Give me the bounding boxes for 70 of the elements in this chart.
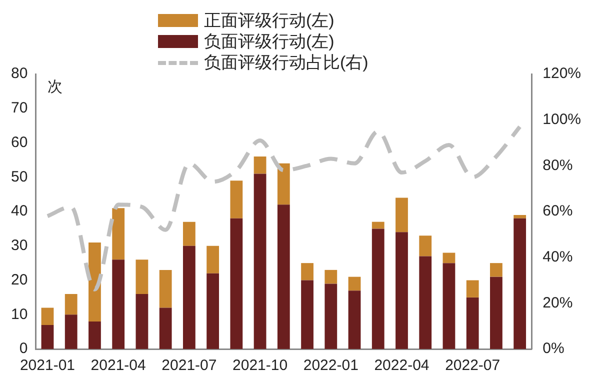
bar: [206, 273, 220, 349]
y2-tick-label: 120%: [542, 65, 582, 82]
bar: [88, 322, 101, 349]
bar: [254, 174, 266, 349]
bar: [277, 204, 290, 349]
bar: [348, 290, 361, 349]
legend-label: 正面评级行动(左): [204, 10, 334, 32]
bar: [230, 218, 243, 349]
bar: [301, 280, 314, 349]
bar: [324, 270, 338, 284]
bar: [490, 263, 502, 277]
bar: [64, 314, 78, 349]
bar: [324, 284, 338, 349]
y2-tick-label: 40%: [542, 248, 573, 266]
bar: [372, 228, 384, 349]
y2-tick-label: 20%: [542, 294, 573, 312]
bar: [136, 260, 148, 294]
y-tick-label: 50: [10, 168, 28, 186]
y-tick-label: 20: [10, 271, 28, 288]
y-tick-label: 30: [10, 237, 28, 254]
bar: [64, 294, 78, 315]
y-tick-label: 0: [19, 340, 28, 358]
y-tick-label: 40: [10, 202, 28, 220]
bar: [514, 218, 526, 349]
legend-label: 负面评级行动占比(右): [204, 52, 368, 74]
y2-tick-label: 80%: [542, 156, 573, 174]
bar: [182, 246, 196, 349]
bar: [41, 308, 54, 325]
x-tick-label: 2021-01: [20, 357, 76, 374]
line-series: [45, 124, 522, 292]
bar: [442, 252, 456, 264]
bar: [372, 222, 384, 229]
bar: [88, 242, 101, 322]
x-tick-label: 2022-04: [374, 357, 430, 374]
bar: [206, 246, 220, 274]
bar: [254, 156, 266, 174]
y-tick-label: 60: [10, 134, 28, 151]
bar: [442, 263, 456, 349]
bar: [419, 236, 432, 256]
bar: [136, 294, 148, 349]
bar: [159, 308, 172, 349]
legend-label: 负面评级行动(左): [204, 31, 334, 53]
bar: [182, 222, 196, 246]
y2-tick-label: 100%: [542, 110, 582, 128]
bar: [490, 276, 502, 349]
bar: [112, 208, 125, 260]
bar: [230, 180, 243, 218]
y-tick-label: 10: [10, 306, 28, 323]
bar: [466, 280, 479, 298]
x-tick-label: 2022-01: [303, 357, 358, 374]
bar: [396, 232, 408, 349]
y-tick-label: 70: [10, 100, 28, 117]
x-tick-label: 2021-07: [162, 357, 217, 374]
bar: [301, 263, 314, 280]
bar: [396, 198, 408, 232]
y-tick-label: 80: [10, 65, 28, 82]
x-tick-label: 2021-04: [90, 357, 146, 374]
y2-tick-label: 60%: [542, 202, 573, 220]
bar: [514, 214, 526, 218]
bar: [159, 270, 172, 308]
bar: [348, 276, 361, 291]
bar: [277, 163, 290, 205]
bar: [466, 297, 479, 349]
bar: [112, 260, 125, 349]
y2-tick-label: 0%: [542, 340, 564, 358]
x-tick-label: 2021-10: [232, 357, 288, 374]
bar: [419, 256, 432, 349]
bar: [41, 324, 54, 349]
x-tick-label: 2022-07: [445, 357, 500, 374]
y-axis-title: 次: [48, 78, 63, 96]
